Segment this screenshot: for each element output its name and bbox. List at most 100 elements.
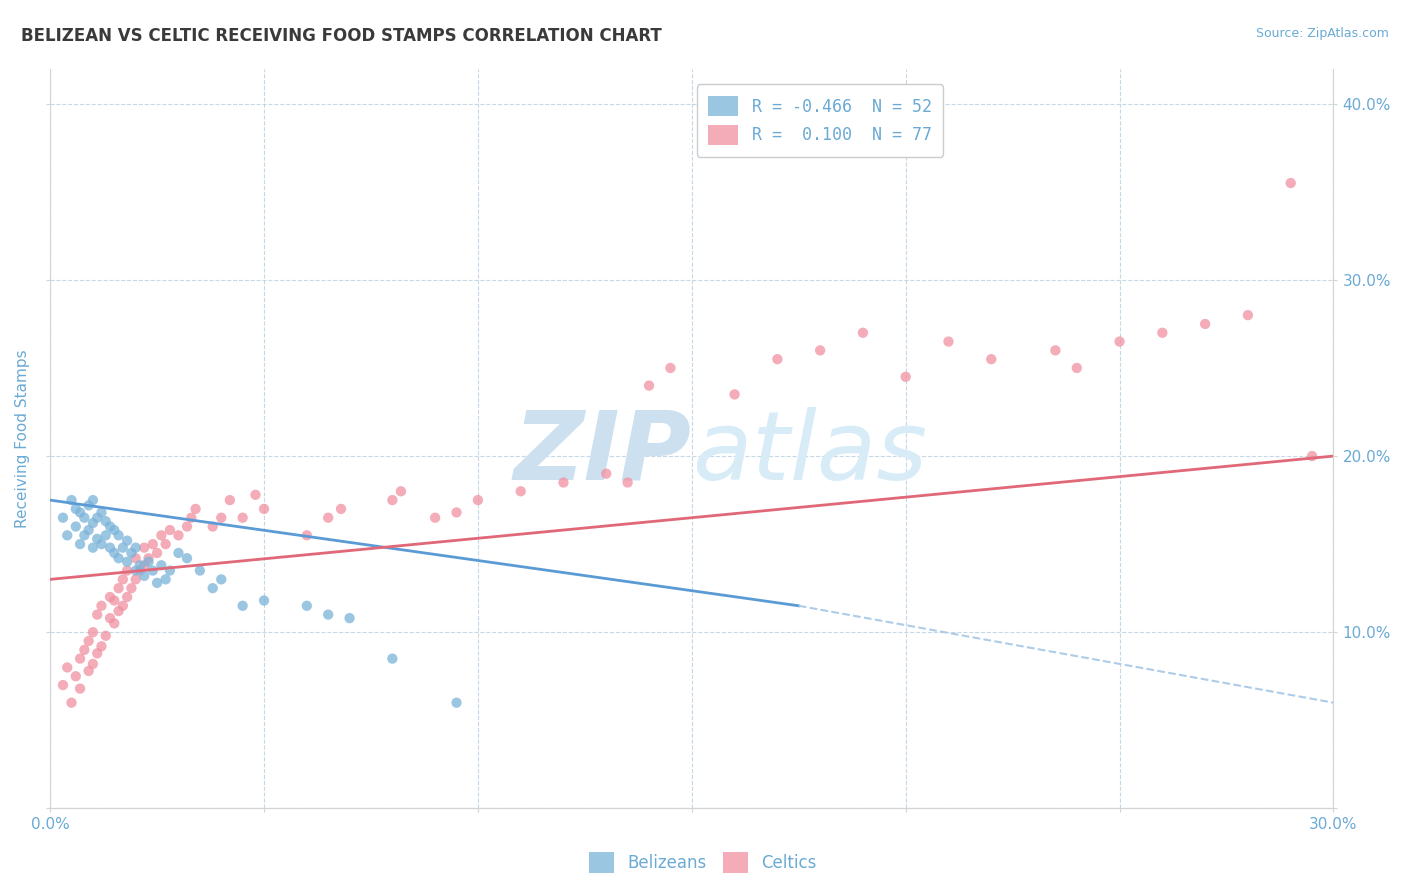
Point — [56, 660, 79, 674]
Point — [232, 599, 254, 613]
Point — [52, 510, 75, 524]
Point — [381, 493, 404, 508]
Point — [146, 575, 169, 590]
Point — [103, 616, 125, 631]
Point — [201, 581, 224, 595]
Point — [723, 387, 745, 401]
Point — [980, 352, 1002, 367]
Point — [1301, 449, 1323, 463]
Point — [82, 541, 104, 555]
Point — [98, 590, 121, 604]
Point — [125, 573, 148, 587]
Point — [150, 528, 173, 542]
Point — [94, 514, 117, 528]
Point — [138, 551, 160, 566]
Point — [77, 523, 100, 537]
Point — [446, 505, 468, 519]
Point — [52, 678, 75, 692]
Point — [107, 551, 129, 566]
Point — [82, 493, 104, 508]
Point — [209, 510, 232, 524]
Point — [184, 502, 207, 516]
Point — [155, 537, 177, 551]
Point — [852, 326, 875, 340]
Point — [766, 352, 789, 367]
Text: ZIP: ZIP — [515, 407, 692, 500]
Legend: R = -0.466  N = 52, R =  0.100  N = 77: R = -0.466 N = 52, R = 0.100 N = 77 — [697, 84, 943, 157]
Point — [129, 558, 152, 573]
Point — [107, 604, 129, 618]
Point — [138, 555, 160, 569]
Point — [423, 510, 446, 524]
Point — [82, 657, 104, 671]
Point — [167, 546, 190, 560]
Point — [90, 599, 112, 613]
Point — [115, 533, 138, 548]
Point — [65, 502, 87, 516]
Point — [1108, 334, 1130, 349]
Point — [155, 573, 177, 587]
Point — [111, 573, 134, 587]
Point — [209, 573, 232, 587]
Point — [1066, 361, 1088, 376]
Point — [86, 532, 108, 546]
Point — [77, 499, 100, 513]
Point — [146, 546, 169, 560]
Point — [90, 505, 112, 519]
Point — [69, 537, 91, 551]
Point — [159, 564, 181, 578]
Point — [316, 607, 339, 622]
Point — [60, 493, 83, 508]
Point — [60, 696, 83, 710]
Point — [125, 564, 148, 578]
Point — [253, 502, 276, 516]
Point — [232, 510, 254, 524]
Point — [86, 607, 108, 622]
Point — [134, 541, 156, 555]
Point — [86, 510, 108, 524]
Point — [1152, 326, 1174, 340]
Legend: Belizeans, Celtics: Belizeans, Celtics — [582, 846, 824, 880]
Point — [595, 467, 617, 481]
Point — [103, 523, 125, 537]
Point — [616, 475, 638, 490]
Point — [65, 669, 87, 683]
Point — [111, 541, 134, 555]
Point — [150, 558, 173, 573]
Point — [120, 581, 142, 595]
Point — [295, 528, 318, 542]
Point — [339, 611, 361, 625]
Point — [245, 488, 267, 502]
Point — [73, 643, 96, 657]
Y-axis label: Receiving Food Stamps: Receiving Food Stamps — [15, 349, 30, 528]
Point — [98, 611, 121, 625]
Point — [77, 634, 100, 648]
Point — [69, 681, 91, 696]
Point — [134, 569, 156, 583]
Point — [808, 343, 831, 358]
Point — [316, 510, 339, 524]
Point — [659, 361, 682, 376]
Point — [94, 629, 117, 643]
Point — [82, 516, 104, 530]
Point — [56, 528, 79, 542]
Point — [107, 528, 129, 542]
Point — [69, 651, 91, 665]
Point — [1045, 343, 1067, 358]
Point — [1237, 308, 1260, 322]
Point — [389, 484, 412, 499]
Point — [98, 519, 121, 533]
Point — [73, 528, 96, 542]
Text: Source: ZipAtlas.com: Source: ZipAtlas.com — [1256, 27, 1389, 40]
Point — [103, 593, 125, 607]
Point — [90, 537, 112, 551]
Point — [167, 528, 190, 542]
Point — [1194, 317, 1216, 331]
Point — [69, 505, 91, 519]
Point — [180, 510, 202, 524]
Point — [94, 528, 117, 542]
Point — [107, 581, 129, 595]
Point — [103, 546, 125, 560]
Point — [201, 519, 224, 533]
Point — [82, 625, 104, 640]
